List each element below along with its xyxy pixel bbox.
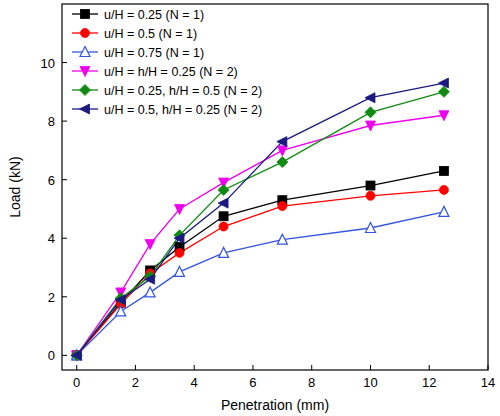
data-point [145, 240, 155, 250]
x-tick-label: 12 [422, 375, 436, 390]
data-point [218, 184, 229, 195]
data-point [72, 351, 81, 360]
y-tick [62, 62, 67, 63]
data-point [218, 198, 228, 208]
series-line [77, 171, 444, 355]
x-tick-label: 14 [481, 375, 495, 390]
legend-marker [80, 47, 90, 57]
legend-label: u/H = 0.25 (N = 1) [104, 8, 204, 22]
y-tick [62, 179, 67, 180]
data-point [174, 233, 184, 243]
legend-marker [80, 67, 90, 77]
data-point [145, 287, 155, 297]
x-tick-label: 6 [249, 375, 256, 390]
data-point [439, 111, 449, 121]
data-point [219, 212, 228, 221]
data-point [365, 222, 375, 232]
data-point [72, 351, 81, 360]
x-tick [194, 365, 195, 370]
data-point [366, 181, 375, 190]
y-axis-label: Load (kN) [7, 156, 23, 217]
x-tick [370, 365, 371, 370]
y-tick-label: 8 [48, 114, 55, 129]
data-point [175, 266, 185, 276]
series-line [77, 190, 444, 355]
data-point [278, 202, 287, 211]
data-point [115, 295, 125, 305]
x-tick-label: 2 [132, 375, 139, 390]
legend-label: u/H = 0.25, h/H = 0.5 (N = 2) [104, 84, 262, 98]
data-point [438, 78, 448, 88]
data-point [439, 185, 448, 194]
data-point [365, 107, 376, 118]
data-point [219, 247, 229, 257]
x-tick-label: 8 [308, 375, 315, 390]
x-tick-label: 10 [363, 375, 377, 390]
data-point [439, 166, 448, 175]
data-point [115, 293, 126, 304]
legend-marker [80, 85, 91, 96]
data-point [175, 204, 185, 214]
data-point [219, 222, 228, 231]
plot-area [71, 78, 449, 361]
data-point [277, 234, 287, 244]
y-tick-label: 0 [48, 348, 55, 363]
legend-label: u/H = h/H = 0.25 (N = 2) [104, 65, 238, 79]
x-tick [488, 365, 489, 370]
plot-frame [62, 4, 488, 370]
data-point [439, 206, 449, 216]
data-point [71, 350, 82, 361]
x-tick [76, 365, 77, 370]
y-tick [62, 238, 67, 239]
legend: u/H = 0.25 (N = 1) u/H = 0.5 (N = 1) u/H =… [72, 8, 262, 117]
data-point [72, 351, 82, 361]
x-tick [135, 365, 136, 370]
y-tick [62, 121, 67, 122]
series-line [77, 115, 444, 355]
legend-label: u/H = 0.5, h/H = 0.25 (N = 2) [104, 103, 262, 117]
legend-marker [81, 10, 90, 19]
legend-label: u/H = 0.75 (N = 1) [104, 46, 204, 60]
data-point [175, 248, 184, 257]
legend-label: u/H = 0.5 (N = 1) [104, 27, 197, 41]
x-tick [311, 365, 312, 370]
data-point [277, 157, 288, 168]
chart: 0 2 4 6 8 10 12 14 0 2 4 6 8 10 Penetration (mm) Load (… [0, 0, 500, 416]
data-point [145, 274, 155, 284]
x-tick [252, 365, 253, 370]
data-point [365, 93, 375, 103]
y-tick [62, 296, 67, 297]
data-point [366, 191, 375, 200]
x-tick-label: 0 [73, 375, 80, 390]
series-line [77, 92, 444, 356]
y-tick-label: 6 [48, 173, 55, 188]
series-line [77, 212, 444, 355]
x-axis-label: Penetration (mm) [221, 397, 329, 413]
x-tick-label: 4 [191, 375, 198, 390]
y-tick-label: 10 [41, 56, 55, 71]
series-line [77, 83, 444, 355]
data-point [116, 306, 126, 316]
legend-marker [80, 104, 90, 114]
y-tick-label: 4 [48, 231, 55, 246]
data-point [277, 137, 287, 147]
data-point [71, 350, 81, 360]
data-point [72, 350, 82, 360]
x-tick [429, 365, 430, 370]
y-tick [62, 355, 67, 356]
legend-marker [81, 29, 90, 38]
y-tick-label: 2 [48, 290, 55, 305]
data-point [277, 146, 287, 156]
data-point [365, 121, 375, 131]
